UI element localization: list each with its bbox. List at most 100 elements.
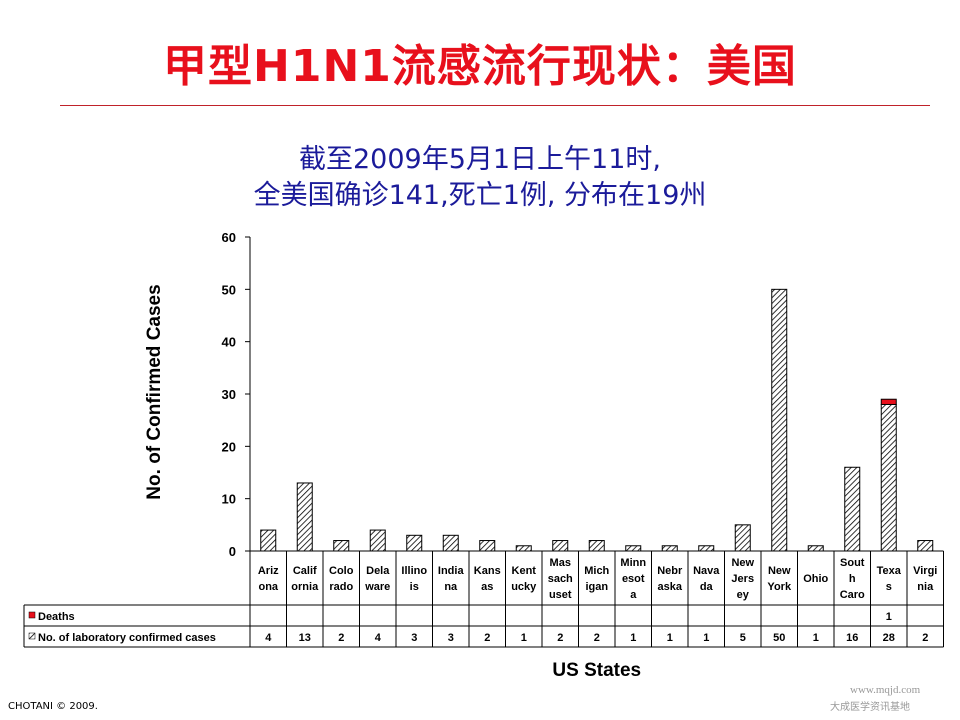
bar-cases: [771, 288, 788, 552]
subtitle-line-2: 全美国确诊141,死亡1例, 分布在19州: [253, 180, 707, 211]
cases-value: 1: [703, 632, 709, 644]
subtitle-line-1: 截至2009年5月1日上午11时,: [298, 144, 661, 175]
category-label: Kent: [512, 565, 537, 577]
y-axis-title: No. of Confirmed Cases: [144, 284, 165, 499]
category-label: York: [767, 581, 792, 593]
category-label: ware: [364, 581, 390, 593]
watermark-text: 大成医学资讯基地: [830, 702, 910, 713]
bar-cases: [369, 529, 386, 552]
y-tick-label: 30: [222, 387, 236, 402]
category-label: sach: [548, 573, 573, 585]
category-label: New: [731, 557, 754, 569]
cases-value: 50: [773, 632, 785, 644]
cases-value: 13: [299, 632, 311, 644]
category-label: Sout: [840, 557, 865, 569]
cases-value: 2: [594, 632, 600, 644]
category-label: Kans: [474, 565, 501, 577]
category-label: Jers: [731, 573, 754, 585]
category-label: Caro: [840, 589, 865, 601]
category-label: a: [630, 589, 637, 601]
cases-value: 1: [630, 632, 636, 644]
bar-cases: [807, 545, 824, 552]
bar-deaths: [880, 398, 897, 405]
y-tick-label: 0: [229, 544, 236, 559]
category-label: Illino: [401, 565, 427, 577]
cases-value: 2: [484, 632, 490, 644]
category-label: ey: [737, 589, 750, 601]
bar-cases: [515, 545, 532, 552]
category-label: Mich: [584, 565, 609, 577]
bar-cases: [588, 540, 605, 552]
bar-cases: [917, 540, 934, 552]
category-label: na: [444, 581, 458, 593]
cases-value: 2: [557, 632, 563, 644]
deaths-value: 1: [886, 611, 892, 623]
bar-cases: [698, 545, 715, 552]
y-tick-label: 20: [222, 439, 236, 454]
y-tick-label: 40: [222, 335, 236, 350]
cases-value: 1: [667, 632, 673, 644]
category-label: Mas: [550, 557, 571, 569]
cases-value: 4: [265, 632, 272, 644]
category-label: Ariz: [258, 565, 279, 577]
category-label: da: [700, 581, 714, 593]
title-divider: [60, 105, 930, 106]
category-label: ornia: [291, 581, 319, 593]
bar-cases: [260, 529, 277, 552]
category-label: is: [410, 581, 419, 593]
bar-cases: [844, 466, 861, 552]
cases-value: 4: [375, 632, 382, 644]
cases-value: 1: [813, 632, 819, 644]
category-label: aska: [658, 581, 683, 593]
cases-value: 2: [338, 632, 344, 644]
slide-title: 甲型H1N1流感流行现状：美国: [163, 41, 797, 92]
bar-cases: [296, 482, 313, 552]
bar-cases: [442, 534, 459, 552]
cases-value: 5: [740, 632, 746, 644]
cases-value: 3: [448, 632, 454, 644]
category-label: uset: [549, 589, 572, 601]
legend-deaths-key: [28, 611, 36, 619]
y-tick-label: 50: [222, 282, 236, 297]
category-label: Nava: [693, 565, 720, 577]
legend-cases-key: [28, 632, 36, 640]
bar-cases: [880, 403, 897, 552]
cases-value: 2: [922, 632, 928, 644]
y-tick-label: 60: [222, 230, 236, 245]
cases-value: 28: [883, 632, 895, 644]
category-label: Dela: [366, 565, 390, 577]
bar-cases: [552, 540, 569, 552]
category-label: Calif: [293, 565, 317, 577]
category-label: ona: [258, 581, 278, 593]
category-label: as: [481, 581, 493, 593]
legend-cases-label: No. of laboratory confirmed cases: [38, 632, 216, 644]
bar-cases: [479, 540, 496, 552]
bar-cases: [333, 540, 350, 552]
category-label: Nebr: [657, 565, 683, 577]
category-label: igan: [585, 581, 608, 593]
bar-cases: [625, 545, 642, 552]
category-label: New: [768, 565, 791, 577]
category-label: esot: [622, 573, 645, 585]
category-label: rado: [329, 581, 353, 593]
legend-deaths-label: Deaths: [38, 611, 75, 623]
cases-value: 16: [846, 632, 858, 644]
bar-cases: [406, 534, 423, 552]
x-axis-title: US States: [552, 660, 641, 681]
category-label: India: [438, 565, 465, 577]
category-label: nia: [917, 581, 934, 593]
category-label: Ohio: [803, 573, 828, 585]
category-label: Minn: [620, 557, 646, 569]
category-label: Virgi: [913, 565, 937, 577]
bar-cases: [661, 545, 678, 552]
y-tick-label: 10: [222, 492, 236, 507]
bar-cases: [734, 524, 751, 552]
copyright-footer: CHOTANI © 2009.: [8, 701, 98, 712]
watermark-url: www.mqjd.com: [850, 684, 921, 696]
cases-value: 1: [521, 632, 527, 644]
category-label: Colo: [329, 565, 354, 577]
cases-value: 3: [411, 632, 417, 644]
category-label: ucky: [511, 581, 537, 593]
category-label: s: [886, 581, 892, 593]
